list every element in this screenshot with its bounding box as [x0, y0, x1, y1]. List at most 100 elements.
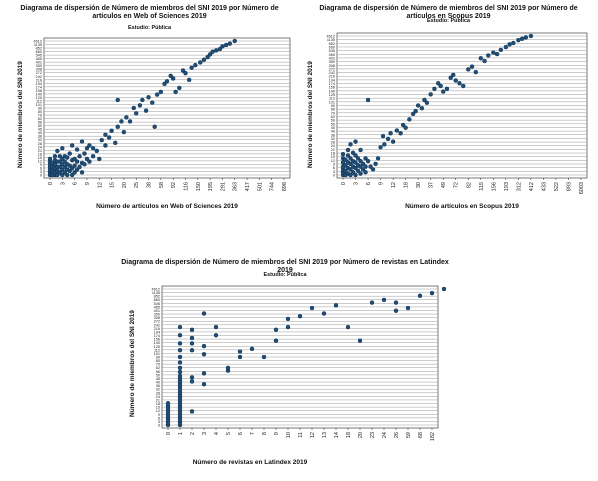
y-tick-label: 50: [38, 124, 42, 128]
data-point: [353, 160, 358, 165]
x-tick-label: 156: [491, 182, 497, 191]
data-point: [297, 314, 303, 319]
x-tick-label: 898: [282, 182, 288, 191]
data-point: [360, 167, 366, 172]
data-point: [106, 135, 112, 140]
data-point: [140, 97, 145, 103]
data-point: [82, 151, 87, 156]
data-point: [441, 89, 446, 94]
data-point: [473, 69, 478, 75]
data-point: [249, 346, 255, 352]
chart-title: Diagrama de dispersión de Número de miem…: [121, 259, 449, 274]
y-tick-label: 350: [329, 60, 335, 64]
data-point: [407, 117, 412, 122]
data-point: [143, 108, 149, 113]
x-tick-label: 68: [418, 432, 424, 438]
data-point: [368, 164, 373, 169]
x-tick-label: 433: [541, 182, 547, 191]
data-point: [348, 142, 353, 147]
y-tick-label: 4512: [34, 40, 42, 44]
x-tick-label: 412: [529, 182, 535, 191]
data-point: [321, 311, 327, 316]
data-point: [57, 154, 63, 159]
y-tick-label: 45: [38, 128, 42, 132]
data-point: [115, 97, 120, 103]
x-tick-label: 18: [404, 182, 410, 188]
data-point: [227, 41, 233, 46]
x-tick-label: 9: [379, 182, 385, 185]
data-point: [189, 335, 195, 341]
data-point: [410, 111, 416, 117]
y-tick-label: 660: [329, 45, 335, 49]
x-tick-label: 72: [454, 182, 460, 188]
data-point: [146, 95, 151, 100]
y-tick-label: 216: [154, 327, 160, 331]
data-point: [52, 154, 58, 159]
data-point: [498, 47, 504, 53]
data-point: [353, 139, 358, 144]
y-tick-label: 242: [36, 75, 42, 79]
y-tick-label: 350: [154, 313, 160, 317]
data-point: [417, 293, 423, 298]
data-point: [358, 158, 363, 164]
x-tick-label: 0: [48, 182, 54, 185]
y-tick-label: 125: [154, 345, 160, 349]
y-tick-label: 242: [329, 71, 335, 75]
data-point: [69, 172, 75, 178]
data-point: [358, 171, 363, 176]
data-point: [99, 137, 104, 143]
y-tick-label: 18: [156, 402, 160, 406]
data-point: [47, 156, 53, 162]
data-point: [57, 159, 63, 164]
data-point: [232, 38, 237, 44]
data-point: [201, 381, 207, 387]
data-point: [345, 324, 351, 330]
y-tick-label: 9: [158, 413, 160, 417]
data-point: [150, 100, 155, 105]
x-tick-label: 23: [370, 432, 376, 438]
data-point: [121, 129, 127, 135]
data-point: [198, 60, 203, 65]
x-tick-label: 7: [250, 432, 256, 435]
x-tick-label: 115: [479, 182, 485, 191]
data-point: [158, 89, 164, 95]
data-point: [201, 57, 207, 62]
data-point: [77, 154, 82, 159]
y-tick-label: 308: [329, 64, 335, 68]
y-tick-label: 660: [36, 50, 42, 54]
y-tick-label: 112: [36, 99, 42, 103]
data-point: [516, 37, 521, 43]
data-point: [343, 157, 348, 162]
y-tick-label: 21: [331, 148, 335, 152]
y-tick-label: 6: [40, 166, 42, 170]
data-point: [60, 172, 65, 178]
y-tick-label: 45: [331, 126, 335, 130]
data-point: [177, 333, 183, 338]
data-point: [357, 338, 363, 343]
data-point: [345, 153, 351, 158]
y-tick-label: 6: [333, 166, 335, 170]
x-tick-label: 6: [366, 182, 372, 185]
x-tick-label: 893: [566, 182, 572, 191]
data-point: [353, 172, 358, 178]
x-tick-label: 92: [171, 182, 177, 188]
y-tick-label: 242: [154, 323, 160, 327]
data-point: [381, 297, 387, 303]
data-point: [413, 108, 418, 114]
y-tick-label: 1135: [327, 38, 335, 42]
x-tick-label: 6: [238, 432, 244, 435]
x-tick-label: 14: [334, 432, 340, 438]
data-point: [115, 124, 120, 129]
data-point: [519, 36, 525, 41]
data-point: [435, 81, 441, 86]
data-point: [180, 68, 186, 73]
y-tick-label: 28: [38, 142, 42, 146]
x-tick-label: 15: [110, 182, 116, 188]
data-point: [137, 103, 143, 108]
data-point: [90, 145, 96, 151]
data-point: [183, 70, 188, 76]
y-tick-label: 194: [36, 82, 42, 86]
data-point: [348, 167, 353, 172]
data-point: [422, 97, 427, 103]
data-point: [355, 156, 361, 161]
